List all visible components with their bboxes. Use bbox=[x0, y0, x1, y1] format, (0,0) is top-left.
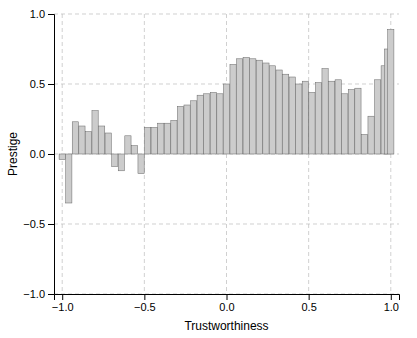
bar bbox=[99, 126, 105, 154]
y-axis-tick: 1.0 bbox=[30, 8, 54, 20]
x-axis-line bbox=[55, 295, 400, 301]
y-axis-tick: −1.0 bbox=[23, 288, 54, 300]
bar bbox=[66, 154, 72, 203]
bar bbox=[191, 101, 197, 154]
bar bbox=[243, 57, 249, 154]
bar bbox=[329, 81, 335, 154]
y-axis-line bbox=[48, 15, 55, 295]
bar bbox=[92, 111, 98, 154]
bar bbox=[131, 146, 137, 154]
bar bbox=[250, 59, 256, 154]
bar bbox=[283, 74, 289, 154]
grid-line-y bbox=[54, 14, 399, 15]
bar bbox=[210, 92, 216, 154]
bar bbox=[217, 94, 223, 154]
bar bbox=[184, 105, 190, 154]
bar bbox=[138, 154, 144, 174]
bar bbox=[112, 154, 118, 167]
grid bbox=[54, 14, 399, 294]
y-axis-tick-label: −1.0 bbox=[23, 288, 45, 300]
x-axis: −1.0 −0.5 0.0 0.5 1.0 bbox=[52, 294, 400, 313]
bar bbox=[322, 69, 328, 154]
bar bbox=[348, 90, 354, 154]
bar bbox=[237, 59, 243, 154]
bar bbox=[342, 94, 348, 154]
y-axis-tick-label: 1.0 bbox=[30, 8, 45, 20]
bars bbox=[59, 29, 394, 203]
bar bbox=[151, 127, 157, 154]
y-axis-tick-label: 0.5 bbox=[30, 78, 45, 90]
bar bbox=[177, 106, 183, 154]
y-axis-tick-mark bbox=[48, 154, 54, 155]
bar bbox=[302, 81, 308, 154]
bar bbox=[361, 134, 367, 154]
y-axis-tick: −0.5 bbox=[23, 218, 54, 230]
x-axis-tick-label: 1.0 bbox=[384, 301, 399, 313]
x-axis-tick: −0.5 bbox=[134, 294, 156, 313]
bar bbox=[85, 132, 91, 154]
bar bbox=[171, 120, 177, 154]
bar bbox=[276, 70, 282, 154]
x-axis-tick: 1.0 bbox=[384, 294, 399, 313]
x-axis-tick-mark bbox=[227, 294, 228, 300]
bar bbox=[59, 154, 65, 160]
bar bbox=[296, 84, 302, 154]
bar bbox=[335, 80, 341, 154]
y-axis-tick-label: −0.5 bbox=[23, 218, 45, 230]
y-axis: −1.0 −0.5 0.0 0.5 1.0 bbox=[23, 8, 54, 300]
bar bbox=[105, 133, 111, 154]
bar bbox=[164, 123, 170, 154]
x-axis-tick-label: 0.0 bbox=[219, 301, 234, 313]
bar bbox=[315, 83, 321, 154]
x-axis-tick-label: −0.5 bbox=[134, 301, 156, 313]
x-axis-tick-mark bbox=[309, 294, 310, 300]
y-axis-tick-label: 0.0 bbox=[30, 148, 45, 160]
bar bbox=[197, 95, 203, 154]
x-axis-tick: −1.0 bbox=[52, 294, 74, 313]
bar bbox=[72, 122, 78, 154]
bar bbox=[79, 126, 85, 154]
x-axis-tick-label: −1.0 bbox=[52, 301, 74, 313]
x-axis-title: Trustworthiness bbox=[184, 319, 268, 333]
bar bbox=[375, 80, 381, 154]
y-axis-tick-mark bbox=[48, 294, 54, 295]
grid-line-y bbox=[54, 224, 399, 225]
bar bbox=[204, 94, 210, 154]
y-axis-title: Prestige bbox=[6, 132, 20, 176]
y-axis-tick-mark bbox=[48, 84, 54, 85]
y-axis-tick-mark bbox=[48, 224, 54, 225]
bar bbox=[230, 64, 236, 154]
x-axis-tick-mark bbox=[144, 294, 145, 300]
x-axis-tick: 0.0 bbox=[219, 294, 234, 313]
bar bbox=[256, 60, 262, 154]
y-axis-tick: 0.5 bbox=[30, 78, 54, 90]
y-axis-tick-mark bbox=[48, 14, 54, 15]
bar bbox=[263, 63, 269, 154]
chart: −1.0 −0.5 0.0 0.5 1.0 −1.0 −0.5 0.0 0.5 1.0 Trustw… bbox=[0, 0, 417, 338]
x-axis-tick-mark bbox=[391, 294, 392, 300]
x-axis-tick-mark bbox=[62, 294, 63, 300]
bar bbox=[309, 92, 315, 154]
x-axis-tick: 0.5 bbox=[301, 294, 316, 313]
bar bbox=[355, 88, 361, 154]
bar bbox=[145, 127, 151, 154]
bar bbox=[269, 66, 275, 154]
bar bbox=[223, 84, 229, 154]
bar bbox=[118, 154, 124, 171]
bar bbox=[368, 116, 374, 154]
bar bbox=[289, 77, 295, 154]
bar bbox=[125, 136, 131, 154]
bar bbox=[388, 29, 394, 154]
y-axis-tick: 0.0 bbox=[30, 148, 54, 160]
x-axis-tick-label: 0.5 bbox=[301, 301, 316, 313]
bar bbox=[158, 123, 164, 154]
plot: −1.0 −0.5 0.0 0.5 1.0 −1.0 −0.5 0.0 0.5 1.0 bbox=[23, 8, 399, 313]
